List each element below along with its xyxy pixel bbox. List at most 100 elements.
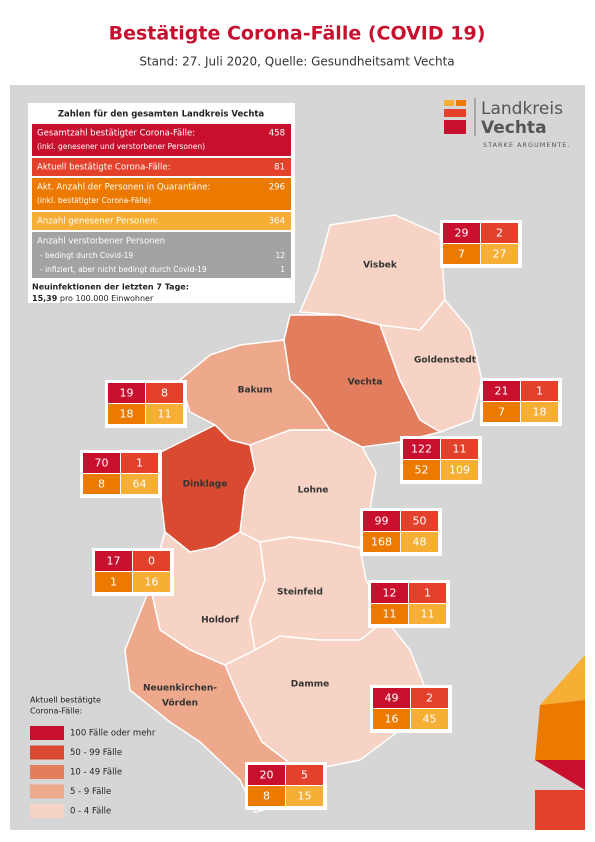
case-cell bbox=[146, 404, 183, 424]
case-value: 50 bbox=[413, 515, 427, 528]
municipality-name: Holdorf bbox=[201, 616, 239, 626]
legend-label: 10 - 49 Fälle bbox=[70, 768, 122, 778]
summary-value: 458 bbox=[269, 129, 285, 139]
case-cell bbox=[248, 765, 285, 785]
municipality-name: Goldenstedt bbox=[414, 356, 477, 366]
logo-icon bbox=[456, 100, 466, 106]
case-cell bbox=[411, 709, 448, 729]
case-cell bbox=[121, 453, 158, 473]
summary-label: Akt. Anzahl der Personen in Quarantäne: bbox=[37, 183, 210, 193]
legend-swatch bbox=[30, 784, 64, 799]
case-cell bbox=[441, 439, 478, 459]
case-cell bbox=[286, 765, 323, 785]
legend-title: Aktuell bestätigte bbox=[30, 696, 101, 705]
summary-title: Zahlen für den gesamten Landkreis Vechta bbox=[58, 110, 265, 120]
decor bbox=[535, 700, 585, 760]
subtitle: Stand: 27. Juli 2020, Quelle: Gesundheit… bbox=[139, 55, 454, 69]
case-value: 15 bbox=[298, 790, 312, 803]
case-value: 2 bbox=[496, 227, 503, 240]
case-value: 11 bbox=[383, 608, 397, 621]
case-cell bbox=[441, 460, 478, 480]
summary-sublabel: - bedingt durch Covid-19 bbox=[40, 251, 133, 260]
case-cell bbox=[95, 551, 132, 571]
summary-row bbox=[32, 178, 291, 210]
case-cell bbox=[411, 688, 448, 708]
summary-value: 296 bbox=[269, 183, 285, 193]
case-cell bbox=[403, 460, 440, 480]
municipality-name: Steinfeld bbox=[277, 588, 323, 598]
case-value: 1 bbox=[136, 457, 143, 470]
case-cell bbox=[401, 511, 438, 531]
case-cell bbox=[95, 572, 132, 592]
summary-row bbox=[32, 212, 291, 230]
case-cell bbox=[133, 551, 170, 571]
decor bbox=[535, 790, 585, 830]
summary-value: 12 bbox=[275, 251, 285, 260]
case-value: 12 bbox=[383, 587, 397, 600]
case-value: 49 bbox=[385, 692, 399, 705]
case-value: 16 bbox=[145, 576, 159, 589]
case-value: 45 bbox=[423, 713, 437, 726]
summary-row bbox=[32, 158, 291, 176]
case-cell bbox=[83, 453, 120, 473]
case-value: 1 bbox=[424, 587, 431, 600]
case-value: 19 bbox=[120, 387, 134, 400]
case-cell bbox=[403, 439, 440, 459]
case-value: 17 bbox=[107, 555, 121, 568]
summary-value: 81 bbox=[274, 163, 285, 173]
case-value: 2 bbox=[426, 692, 433, 705]
incidence-label: Neuinfektionen der letzten 7 Tage: bbox=[32, 283, 189, 292]
municipality-name: Neuenkirchen- bbox=[143, 684, 217, 694]
summary-row bbox=[32, 124, 291, 156]
legend-label: 100 Fälle oder mehr bbox=[70, 729, 156, 739]
case-cell bbox=[401, 532, 438, 552]
case-value: 168 bbox=[371, 536, 392, 549]
municipality-name: Vechta bbox=[348, 378, 383, 388]
decor bbox=[535, 760, 585, 790]
case-value: 64 bbox=[133, 478, 147, 491]
summary-sublabel: - infiziert, aber nicht bedingt durch Co… bbox=[40, 265, 207, 274]
case-value: 20 bbox=[260, 769, 274, 782]
case-value: 11 bbox=[421, 608, 435, 621]
legend-swatch bbox=[30, 765, 64, 779]
case-value: 99 bbox=[375, 515, 389, 528]
municipality-name: Dinklage bbox=[183, 480, 228, 490]
summary-label: Anzahl genesener Personen: bbox=[37, 217, 158, 227]
case-cell bbox=[146, 383, 183, 403]
legend-swatch bbox=[30, 745, 64, 760]
case-value: 7 bbox=[458, 248, 465, 261]
logo-icon bbox=[444, 100, 454, 106]
logo-line2: Vechta bbox=[481, 118, 547, 138]
case-value: 48 bbox=[413, 536, 427, 549]
summary-note: (inkl. bestätigter Corona-Fälle) bbox=[37, 196, 151, 205]
case-cell bbox=[373, 688, 410, 708]
case-value: 52 bbox=[415, 464, 429, 477]
case-value: 8 bbox=[98, 478, 105, 491]
incidence-value: 15,39 bbox=[32, 294, 58, 303]
decor bbox=[540, 655, 585, 705]
case-cell bbox=[443, 223, 480, 243]
case-value: 1 bbox=[536, 385, 543, 398]
municipality-name: Lohne bbox=[298, 486, 329, 496]
case-cell bbox=[521, 402, 558, 422]
case-value: 18 bbox=[533, 406, 547, 419]
case-cell bbox=[108, 383, 145, 403]
case-cell bbox=[409, 604, 446, 624]
case-cell bbox=[371, 604, 408, 624]
case-cell bbox=[483, 381, 520, 401]
case-value: 8 bbox=[161, 387, 168, 400]
legend-label: 50 - 99 Fälle bbox=[70, 748, 122, 758]
case-cell bbox=[481, 223, 518, 243]
municipality-name: Damme bbox=[291, 680, 329, 690]
case-value: 16 bbox=[385, 713, 399, 726]
legend-title: Corona-Fälle: bbox=[30, 707, 82, 716]
case-cell bbox=[248, 786, 285, 806]
incidence: 15,39 pro 100.000 Einwohner bbox=[32, 294, 154, 303]
case-cell bbox=[371, 583, 408, 603]
case-cell bbox=[521, 381, 558, 401]
legend-label: 0 - 4 Fälle bbox=[70, 807, 111, 817]
case-value: 109 bbox=[449, 464, 470, 477]
incidence-unit: pro 100.000 Einwohner bbox=[60, 294, 154, 303]
case-value: 122 bbox=[411, 443, 432, 456]
case-value: 70 bbox=[95, 457, 109, 470]
